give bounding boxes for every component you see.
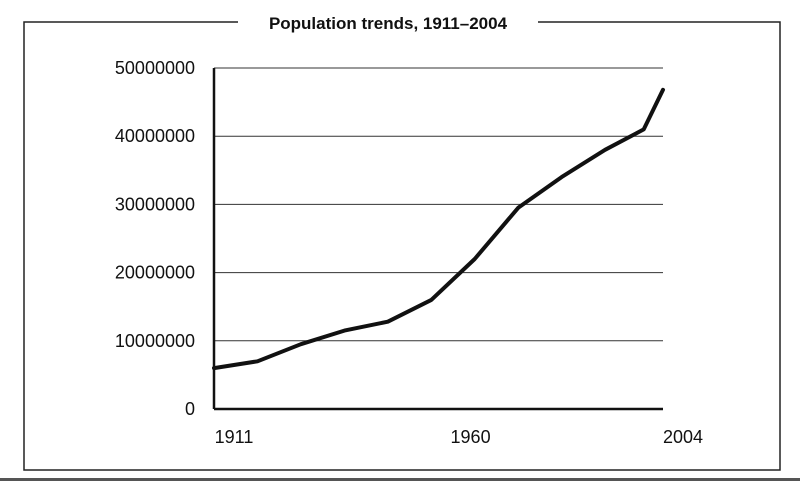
x-tick-label: 1911 bbox=[215, 427, 254, 447]
gridlines bbox=[214, 67, 663, 342]
y-tick-label: 50000000 bbox=[115, 58, 195, 78]
bottom-rule bbox=[0, 478, 800, 481]
chart-title: Population trends, 1911–2004 bbox=[269, 14, 508, 33]
x-tick-label: 2004 bbox=[663, 427, 703, 447]
y-tick-label: 30000000 bbox=[115, 194, 195, 214]
y-tick-labels: 0 10000000 20000000 30000000 40000000 5000000… bbox=[115, 58, 195, 419]
series-layer bbox=[212, 87, 665, 371]
y-tick-label: 10000000 bbox=[115, 331, 195, 351]
chart-frame bbox=[23, 21, 781, 471]
y-tick-label: 20000000 bbox=[115, 263, 195, 283]
y-tick-label: 0 bbox=[185, 399, 195, 419]
title-background bbox=[238, 10, 538, 36]
x-tick-labels: 1911 1960 2004 bbox=[215, 427, 703, 447]
y-tick-label: 40000000 bbox=[115, 126, 195, 146]
x-tick-label: 1960 bbox=[451, 427, 491, 447]
series-line-population bbox=[212, 87, 665, 371]
